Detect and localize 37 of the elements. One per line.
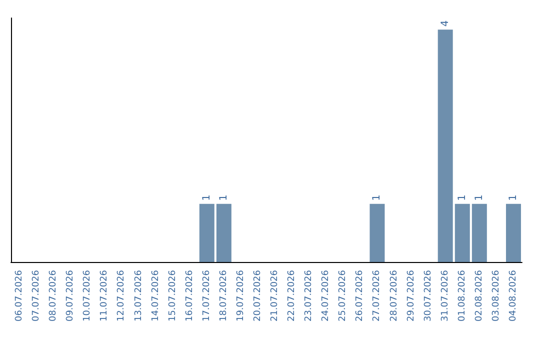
- data-label: 1: [456, 194, 468, 201]
- x-tick-label: 08.07.2026: [48, 270, 59, 322]
- x-tick-label: 12.07.2026: [116, 270, 127, 322]
- x-tick-label: 06.07.2026: [14, 270, 25, 322]
- x-tick-label: 23.07.2026: [304, 270, 314, 322]
- data-label: 1: [201, 194, 212, 201]
- x-tick-label: 03.08.2026: [491, 270, 502, 322]
- x-tick-label: 26.07.2026: [355, 270, 366, 322]
- x-tick-label: 09.07.2026: [66, 270, 76, 322]
- data-label: 1: [372, 194, 383, 201]
- x-tick-label: 20.07.2026: [252, 270, 263, 322]
- x-tick-label: 30.07.2026: [423, 270, 434, 322]
- x-tick-label: 31.07.2026: [440, 270, 450, 322]
- x-tick-label: 22.07.2026: [287, 270, 298, 322]
- x-tick-label: 16.07.2026: [184, 270, 195, 322]
- x-tick-label: 04.08.2026: [508, 270, 518, 322]
- x-tick-label: 19.07.2026: [236, 270, 246, 322]
- data-label: 1: [218, 194, 230, 201]
- x-tick-label: 24.07.2026: [321, 270, 332, 322]
- data-label: 4: [440, 20, 451, 27]
- data-label: 1: [474, 194, 485, 201]
- x-tick-label: 17.07.2026: [202, 270, 212, 322]
- x-tick-label: 15.07.2026: [168, 270, 178, 322]
- x-tick-label: 07.07.2026: [32, 270, 42, 322]
- x-tick-label: 28.07.2026: [389, 270, 400, 322]
- data-label: 1: [508, 194, 519, 201]
- x-tick-label: 10.07.2026: [82, 270, 93, 322]
- x-tick-label: 25.07.2026: [338, 270, 348, 322]
- x-tick-label: 14.07.2026: [150, 270, 161, 322]
- x-tick-label: 13.07.2026: [134, 270, 144, 322]
- x-tick-label: 18.07.2026: [218, 270, 229, 322]
- x-tick-label: 01.08.2026: [457, 270, 468, 322]
- x-tick-label: 02.08.2026: [474, 270, 484, 322]
- x-tick-label: 29.07.2026: [406, 270, 416, 322]
- x-tick-label: 11.07.2026: [100, 270, 110, 322]
- x-tick-label: 27.07.2026: [372, 270, 382, 322]
- x-tick-label: 21.07.2026: [270, 270, 280, 322]
